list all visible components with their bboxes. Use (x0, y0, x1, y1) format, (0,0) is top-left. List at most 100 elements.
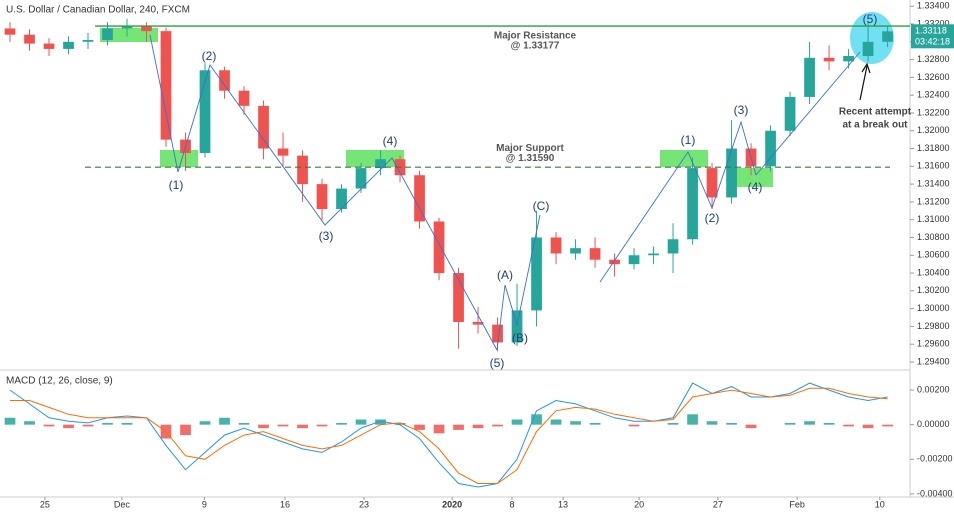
candle-body (609, 259, 620, 265)
level-label: Major Support (496, 143, 564, 154)
candle-body (589, 248, 601, 260)
histogram-bar (628, 424, 640, 427)
highlight-ellipse (850, 12, 894, 64)
y-tick-label: 1.30400 (917, 267, 950, 277)
candle-body (297, 155, 308, 185)
histogram-bar (472, 424, 484, 429)
x-tick-label: Feb (789, 499, 805, 509)
candle-body (550, 237, 562, 254)
wave-label: (2) (705, 211, 720, 225)
y-tick-label: 1.30800 (917, 232, 950, 242)
histogram-bar (882, 424, 893, 427)
y-tick-label: 1.31000 (917, 214, 950, 224)
histogram-bar (394, 422, 406, 425)
zone-box (731, 168, 773, 187)
histogram-bar (336, 422, 347, 425)
candle-body (316, 184, 328, 210)
histogram-bar (24, 421, 35, 425)
y-tick-label: 0.00200 (917, 384, 950, 394)
candle-body (141, 25, 152, 32)
candle-body (784, 96, 796, 131)
arrow-head (861, 62, 871, 74)
candle-body (433, 221, 445, 274)
x-tick-label: 20 (634, 499, 644, 509)
histogram-bar (570, 421, 581, 425)
histogram-bar (4, 417, 16, 425)
last-price-label: 1.33118 (915, 26, 947, 36)
candle-body (336, 188, 347, 210)
y-tick-label: 1.31800 (917, 143, 950, 153)
candle-body (121, 25, 133, 29)
y-tick-label: 0.00000 (917, 419, 950, 429)
candle-body (823, 57, 835, 62)
histogram-bar (843, 424, 854, 427)
histogram-bar (375, 419, 386, 425)
histogram-bar (492, 424, 503, 427)
y-tick-label: 1.32000 (917, 125, 950, 135)
y-tick-label: 1.32800 (917, 54, 950, 64)
candle-body (726, 148, 737, 198)
wave-label: (3) (734, 103, 749, 117)
histogram-bar (511, 419, 523, 425)
candle-body (238, 90, 250, 106)
x-tick-label: 9 (202, 499, 207, 509)
level-value-label: @ 1.31590 (506, 153, 555, 164)
histogram-bar (531, 414, 542, 425)
candle-body (687, 168, 698, 240)
y-tick-label: 1.33400 (917, 1, 950, 11)
histogram-bar (784, 422, 796, 425)
x-tick-label: 27 (713, 499, 723, 509)
wave-label: (B) (512, 331, 528, 345)
y-tick-label: -0.00200 (917, 454, 953, 464)
y-tick-label: 1.30200 (917, 285, 950, 295)
candle-body (258, 105, 269, 149)
x-tick-label: Dec (114, 499, 131, 509)
level-value-label: @ 1.33177 (511, 41, 560, 52)
candle-body (43, 43, 55, 49)
wave-label: (1) (169, 178, 184, 192)
candle-body (453, 273, 464, 322)
histogram-bar (63, 424, 74, 429)
candle-body (63, 41, 74, 49)
histogram-bar (121, 422, 133, 425)
histogram-bar (43, 424, 55, 427)
chart-title: U.S. Dollar / Canadian Dollar, 240, FXCM (6, 5, 190, 16)
histogram-bar (706, 421, 718, 425)
candle-body (511, 310, 523, 343)
wave-label: (5) (863, 12, 878, 26)
annotation: Recent attempt (839, 107, 912, 118)
macd-line (10, 387, 888, 484)
macd-title: MACD (12, 26, close, 9) (6, 376, 113, 387)
candle-body (414, 175, 425, 222)
candle-body (843, 56, 854, 62)
wave-line (149, 34, 498, 351)
wave-label: (4) (383, 134, 398, 148)
histogram-bar (219, 417, 230, 425)
y-tick-label: 1.31600 (917, 161, 950, 171)
candle-body (765, 130, 776, 167)
y-tick-label: 1.29800 (917, 321, 950, 331)
histogram-bar (355, 419, 367, 425)
candle-body (648, 253, 659, 256)
y-tick-label: 1.30000 (917, 303, 950, 313)
histogram-bar (258, 424, 269, 429)
y-tick-label: 1.32600 (917, 72, 950, 82)
candle-body (472, 321, 484, 325)
zone-box (160, 150, 198, 167)
candle-body (804, 57, 815, 97)
candle-body (82, 40, 94, 42)
candle-body (667, 239, 679, 254)
histogram-bar (687, 414, 698, 425)
x-tick-label: 8 (509, 499, 514, 509)
histogram-bar (667, 422, 679, 425)
arrow (859, 65, 868, 101)
histogram-bar (414, 424, 425, 430)
candle-body (862, 41, 874, 57)
histogram-bar (297, 424, 308, 429)
wave-line (496, 214, 541, 351)
candle-body (199, 70, 211, 153)
x-tick-label: 16 (280, 499, 290, 509)
countdown-label: 03:42:18 (915, 37, 950, 47)
y-tick-label: -0.00400 (917, 488, 953, 498)
zone-box (346, 150, 404, 167)
